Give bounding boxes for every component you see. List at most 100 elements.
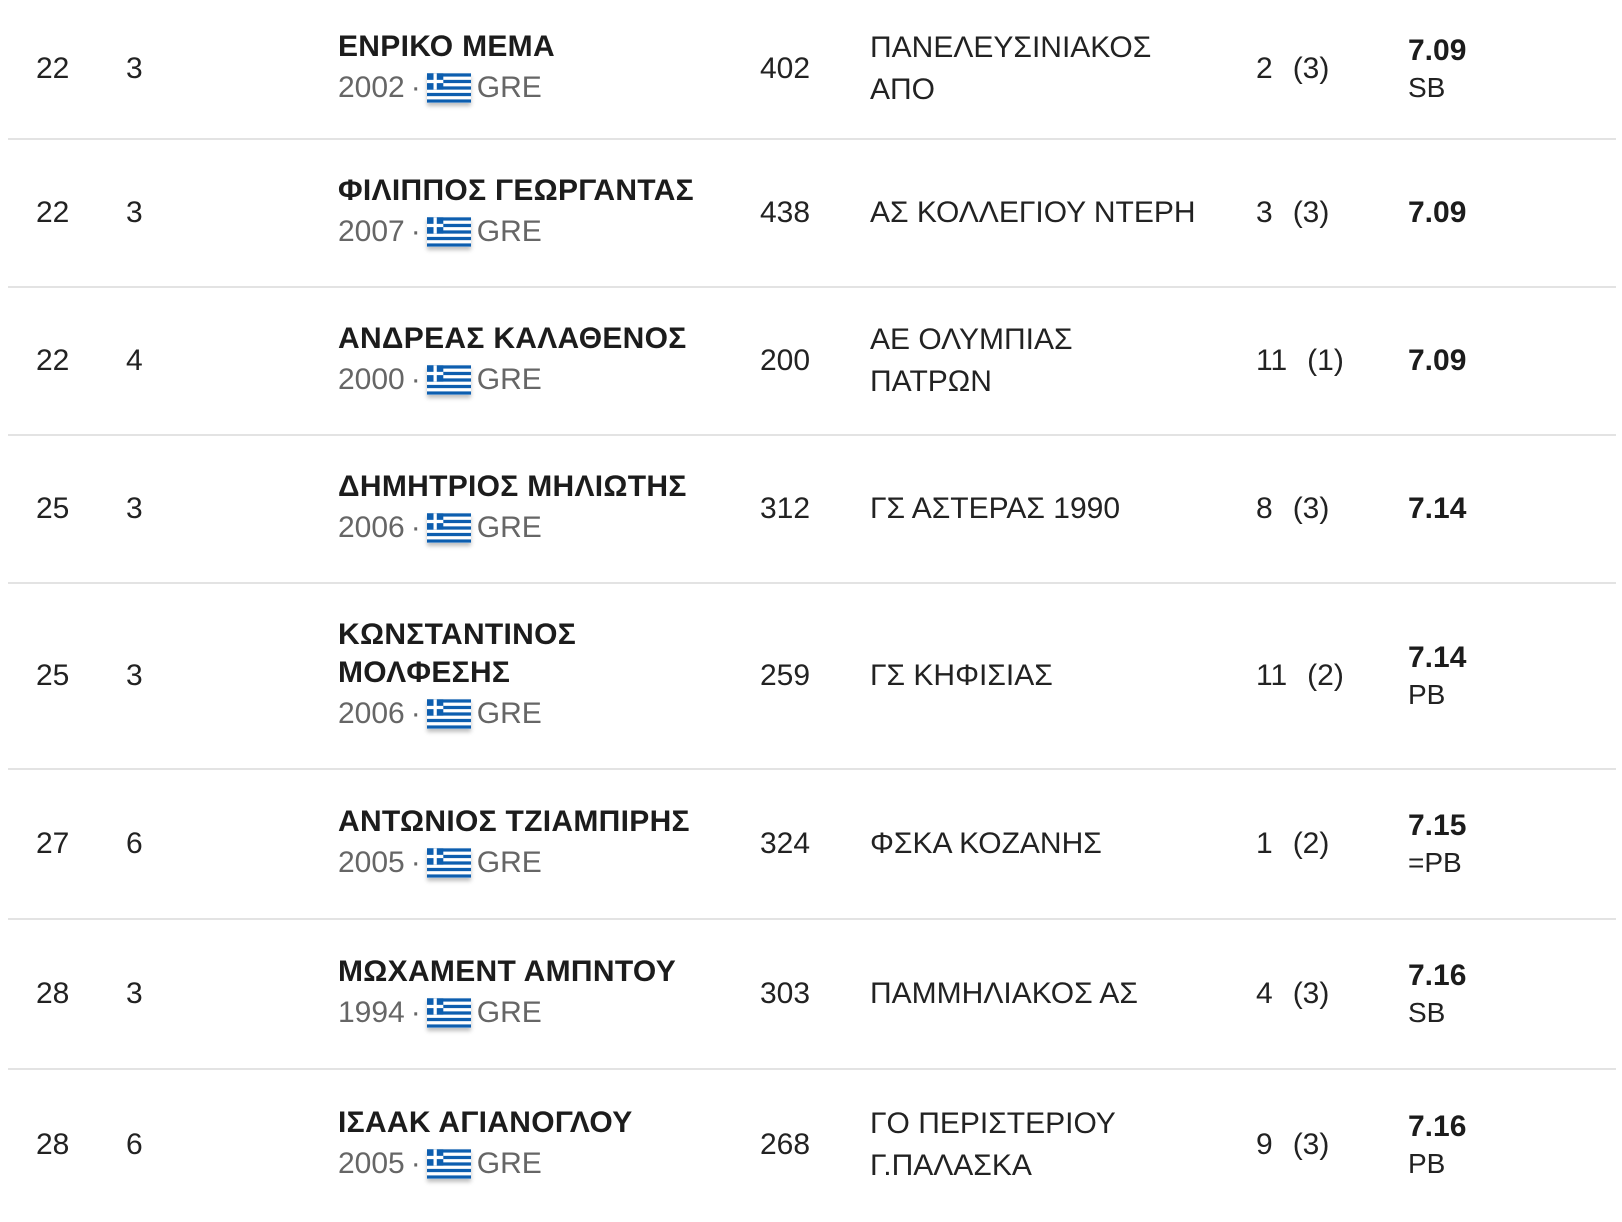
club-cell: ΑΣ ΚΟΛΛΕΓΙΟΥ ΝΤΕΡΗ <box>870 196 1196 229</box>
table-row[interactable]: 22 3 ΦΙΛΙΠΠΟΣ ΓΕΩΡΓΑΝΤΑΣ 2007 · GRE 438 … <box>8 140 1616 288</box>
athlete-name[interactable]: ΜΩΧΑΜΕΝΤ ΑΜΠΝΤΟΥ <box>338 955 677 988</box>
birth-year: 2006 <box>338 511 405 544</box>
birth-year: 2005 <box>338 846 405 879</box>
mark-note: SB <box>1408 72 1446 103</box>
athlete-meta: 2000 · GRE <box>338 358 718 402</box>
club-cell: ΑΕ ΟΛΥΜΠΙΑΣ ΠΑΤΡΩΝ <box>870 323 1073 398</box>
heat-place-count: (3) <box>1292 52 1330 85</box>
bib-cell: 259 <box>760 659 811 692</box>
athlete-cell: ΙΣΑΑΚ ΑΓΙΑΝΟΓΛΟΥ 2005 · GRE <box>338 1070 718 1220</box>
mark-note: PB <box>1408 679 1446 710</box>
table-row[interactable]: 27 6 ΑΝΤΩΝΙΟΣ ΤΖΙΑΜΠΙΡΗΣ 2005 · GRE 324 … <box>8 770 1616 920</box>
mark-value: 7.16 <box>1408 1110 1467 1143</box>
separator-dot: · <box>410 697 421 730</box>
athlete-cell: ΑΝΔΡΕΑΣ ΚΑΛΑΘΕΝΟΣ 2000 · GRE <box>338 288 718 434</box>
club-cell: ΓΣ ΑΣΤΕΡΑΣ 1990 <box>870 492 1121 525</box>
place-cell: 3 (3) <box>1256 140 1329 286</box>
athlete-name[interactable]: ΕΝΡΙΚΟ ΜΕΜΑ <box>338 30 555 63</box>
athlete-name[interactable]: ΚΩΝΣΤΑΝΤΙΝΟΣ ΜΟΛΦΕΣΗΣ <box>338 618 577 689</box>
athlete-meta: 2002 · GRE <box>338 66 718 110</box>
birth-year: 1994 <box>338 996 405 1029</box>
separator-dot: · <box>410 215 421 248</box>
mark-cell: 7.14 <box>1408 436 1466 582</box>
separator-dot: · <box>410 1147 421 1180</box>
place-cell: 11 (2) <box>1256 584 1344 768</box>
heat-cell: 3 <box>126 196 143 229</box>
athlete-cell: ΔΗΜΗΤΡΙΟΣ ΜΗΛΙΩΤΗΣ 2006 · GRE <box>338 436 718 582</box>
country-code: GRE <box>476 71 542 104</box>
heat-cell: 3 <box>126 52 143 85</box>
athlete-meta: 2007 · GRE <box>338 210 718 254</box>
mark-note: SB <box>1408 997 1446 1028</box>
country-code: GRE <box>476 996 542 1029</box>
country-code: GRE <box>476 697 542 730</box>
mark-cell: 7.15 =PB <box>1408 770 1466 918</box>
rank-cell: 22 <box>36 344 70 377</box>
place-cell: 8 (3) <box>1256 436 1329 582</box>
club-cell: ΠΑΝΕΛΕΥΣΙΝΙΑΚΟΣ ΑΠΟ <box>870 31 1152 106</box>
mark-note: PB <box>1408 1148 1446 1179</box>
athlete-name[interactable]: ΦΙΛΙΠΠΟΣ ΓΕΩΡΓΑΝΤΑΣ <box>338 174 694 207</box>
athlete-meta: 2005 · GRE <box>338 841 718 885</box>
athlete-cell: ΜΩΧΑΜΕΝΤ ΑΜΠΝΤΟΥ 1994 · GRE <box>338 920 718 1068</box>
heat-place-count: (3) <box>1292 196 1330 229</box>
athlete-meta: 1994 · GRE <box>338 991 718 1035</box>
heat-place: 11 <box>1256 344 1288 377</box>
athlete-name[interactable]: ΔΗΜΗΤΡΙΟΣ ΜΗΛΙΩΤΗΣ <box>338 470 687 503</box>
birth-year: 2007 <box>338 215 405 248</box>
country-code: GRE <box>476 215 542 248</box>
heat-place-count: (1) <box>1307 344 1344 377</box>
table-row[interactable]: 25 3 ΚΩΝΣΤΑΝΤΙΝΟΣ ΜΟΛΦΕΣΗΣ 2006 · GRE 25… <box>8 584 1616 770</box>
club-cell: ΠΑΜΜΗΛΙΑΚΟΣ ΑΣ <box>870 977 1138 1010</box>
greece-flag-icon <box>426 365 471 395</box>
bib-cell: 268 <box>760 1128 811 1161</box>
bib-cell: 312 <box>760 492 811 525</box>
athlete-meta: 2006 · GRE <box>338 692 588 736</box>
greece-flag-icon <box>426 998 471 1028</box>
athlete-meta: 2005 · GRE <box>338 1142 718 1186</box>
table-row[interactable]: 22 4 ΑΝΔΡΕΑΣ ΚΑΛΑΘΕΝΟΣ 2000 · GRE 200 ΑΕ… <box>8 288 1616 436</box>
rank-cell: 22 <box>36 196 70 229</box>
rank-cell: 28 <box>36 977 70 1010</box>
bib-cell: 438 <box>760 196 811 229</box>
table-row[interactable]: 22 3 ΕΝΡΙΚΟ ΜΕΜΑ 2002 · GRE 402 ΠΑΝΕΛΕΥΣ… <box>8 0 1616 140</box>
birth-year: 2000 <box>338 363 405 396</box>
athlete-name[interactable]: ΑΝΔΡΕΑΣ ΚΑΛΑΘΕΝΟΣ <box>338 322 687 355</box>
mark-cell: 7.16 PB <box>1408 1070 1466 1220</box>
greece-flag-icon <box>426 217 471 247</box>
greece-flag-icon <box>426 1149 471 1179</box>
athlete-cell: ΑΝΤΩΝΙΟΣ ΤΖΙΑΜΠΙΡΗΣ 2005 · GRE <box>338 770 718 918</box>
place-cell: 11 (1) <box>1256 288 1344 434</box>
mark-cell: 7.14 PB <box>1408 584 1466 768</box>
rank-cell: 27 <box>36 827 70 860</box>
country-code: GRE <box>476 363 542 396</box>
greece-flag-icon <box>426 848 471 878</box>
place-cell: 9 (3) <box>1256 1070 1329 1220</box>
mark-cell: 7.09 SB <box>1408 0 1466 138</box>
athlete-name[interactable]: ΑΝΤΩΝΙΟΣ ΤΖΙΑΜΠΙΡΗΣ <box>338 805 690 838</box>
separator-dot: · <box>410 511 421 544</box>
separator-dot: · <box>410 846 421 879</box>
table-row[interactable]: 28 3 ΜΩΧΑΜΕΝΤ ΑΜΠΝΤΟΥ 1994 · GRE 303 ΠΑΜ… <box>8 920 1616 1070</box>
place-cell: 4 (3) <box>1256 920 1329 1068</box>
rank-cell: 25 <box>36 492 70 525</box>
mark-value: 7.16 <box>1408 959 1467 992</box>
heat-cell: 6 <box>126 1128 143 1161</box>
mark-value: 7.14 <box>1408 641 1467 674</box>
heat-cell: 3 <box>126 492 143 525</box>
rank-cell: 22 <box>36 52 70 85</box>
athlete-name[interactable]: ΙΣΑΑΚ ΑΓΙΑΝΟΓΛΟΥ <box>338 1106 633 1139</box>
place-cell: 1 (2) <box>1256 770 1329 918</box>
table-row[interactable]: 28 6 ΙΣΑΑΚ ΑΓΙΑΝΟΓΛΟΥ 2005 · GRE 268 ΓΟ … <box>8 1070 1616 1220</box>
greece-flag-icon <box>426 73 471 103</box>
bib-cell: 303 <box>760 977 811 1010</box>
greece-flag-icon <box>426 699 471 729</box>
club-cell: ΓΟ ΠΕΡΙΣΤΕΡΙΟΥ Γ.ΠΑΛΑΣΚΑ <box>870 1107 1116 1182</box>
rank-cell: 25 <box>36 659 70 692</box>
heat-place: 8 <box>1256 492 1273 525</box>
bib-cell: 402 <box>760 52 811 85</box>
table-row[interactable]: 25 3 ΔΗΜΗΤΡΙΟΣ ΜΗΛΙΩΤΗΣ 2006 · GRE 312 Γ… <box>8 436 1616 584</box>
heat-place: 9 <box>1256 1128 1273 1161</box>
athlete-cell: ΕΝΡΙΚΟ ΜΕΜΑ 2002 · GRE <box>338 0 718 138</box>
heat-place-count: (3) <box>1292 1128 1330 1161</box>
